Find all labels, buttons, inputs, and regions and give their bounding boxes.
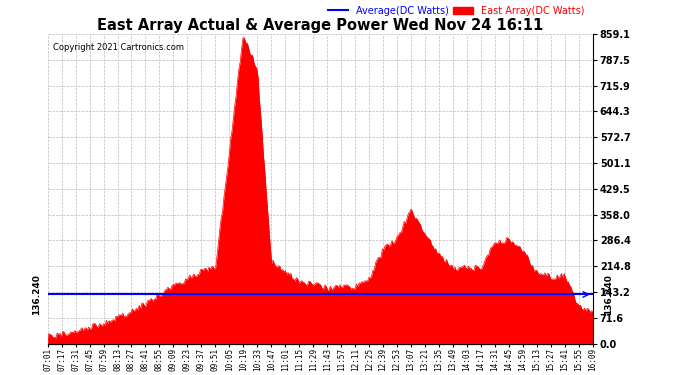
Text: Copyright 2021 Cartronics.com: Copyright 2021 Cartronics.com xyxy=(53,43,184,52)
Legend: Average(DC Watts), East Array(DC Watts): Average(DC Watts), East Array(DC Watts) xyxy=(324,2,588,20)
Text: 136.240: 136.240 xyxy=(32,274,41,315)
Text: 136.240: 136.240 xyxy=(604,274,613,315)
Title: East Array Actual & Average Power Wed Nov 24 16:11: East Array Actual & Average Power Wed No… xyxy=(97,18,543,33)
